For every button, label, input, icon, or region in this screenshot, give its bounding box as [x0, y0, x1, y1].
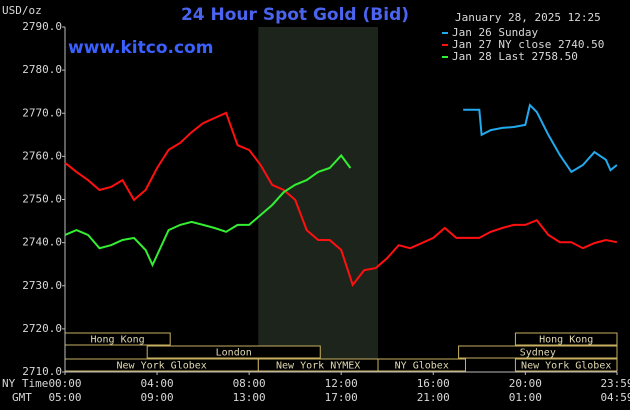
x-axis-label: NY Time — [2, 377, 48, 390]
x2-tick-label: 17:00 — [325, 391, 358, 404]
x2-tick-label: 01:00 — [509, 391, 542, 404]
y-tick-label: 2790.0 — [22, 20, 62, 33]
legend-label: Jan 26 Sunday — [452, 26, 538, 39]
x-tick-label: 08:00 — [233, 377, 266, 390]
x-tick-label: 00:00 — [48, 377, 81, 390]
series-line — [64, 153, 352, 268]
session-label: London — [216, 348, 252, 359]
session-label: NY Globex — [395, 361, 449, 372]
x2-axis-label: GMT — [12, 391, 32, 404]
session-box — [514, 358, 618, 372]
session-label: New York Globex — [521, 361, 611, 372]
session-label: New York NYMEX — [276, 361, 360, 372]
y-axis-label: USD/oz — [2, 4, 42, 17]
x-tick-label: 04:00 — [141, 377, 174, 390]
series-line — [463, 103, 618, 174]
series-line — [64, 111, 618, 287]
x2-tick-label: 05:00 — [48, 391, 81, 404]
x-tick-label: 12:00 — [325, 377, 358, 390]
y-tick-label: 2780.0 — [22, 63, 62, 76]
session-box — [514, 332, 618, 346]
x2-tick-label: 21:00 — [417, 391, 450, 404]
session-label: Sydney — [520, 348, 556, 359]
legend-label: Jan 28 Last 2758.50 — [452, 50, 578, 63]
x-tick-label: 16:00 — [417, 377, 450, 390]
x2-tick-label: 13:00 — [233, 391, 266, 404]
session-label: Hong Kong — [90, 335, 144, 346]
y-tick-label: 2770.0 — [22, 106, 62, 119]
chart-title: 24 Hour Spot Gold (Bid) — [181, 5, 409, 25]
y-tick-label: 2730.0 — [22, 279, 62, 292]
legend-label: Jan 27 NY close 2740.50 — [452, 38, 604, 51]
site-url: www.kitco.com — [68, 38, 213, 58]
session-box — [458, 345, 618, 359]
timestamp: January 28, 2025 12:25 — [455, 11, 601, 24]
y-tick-label: 2720.0 — [22, 322, 62, 335]
x-tick-label: 23:59 — [600, 377, 630, 390]
x-tick-label: 20:00 — [509, 377, 542, 390]
y-tick-label: 2760.0 — [22, 149, 62, 162]
session-box — [377, 358, 466, 372]
y-tick-label: 2740.0 — [22, 236, 62, 249]
session-label: Hong Kong — [539, 335, 593, 346]
y-tick-label: 2710.0 — [22, 365, 62, 378]
session-label: New York Globex — [117, 361, 207, 372]
session-box — [146, 345, 321, 359]
x2-tick-label: 04:59 — [600, 391, 630, 404]
y-tick-label: 2750.0 — [22, 193, 62, 206]
x2-tick-label: 09:00 — [141, 391, 174, 404]
